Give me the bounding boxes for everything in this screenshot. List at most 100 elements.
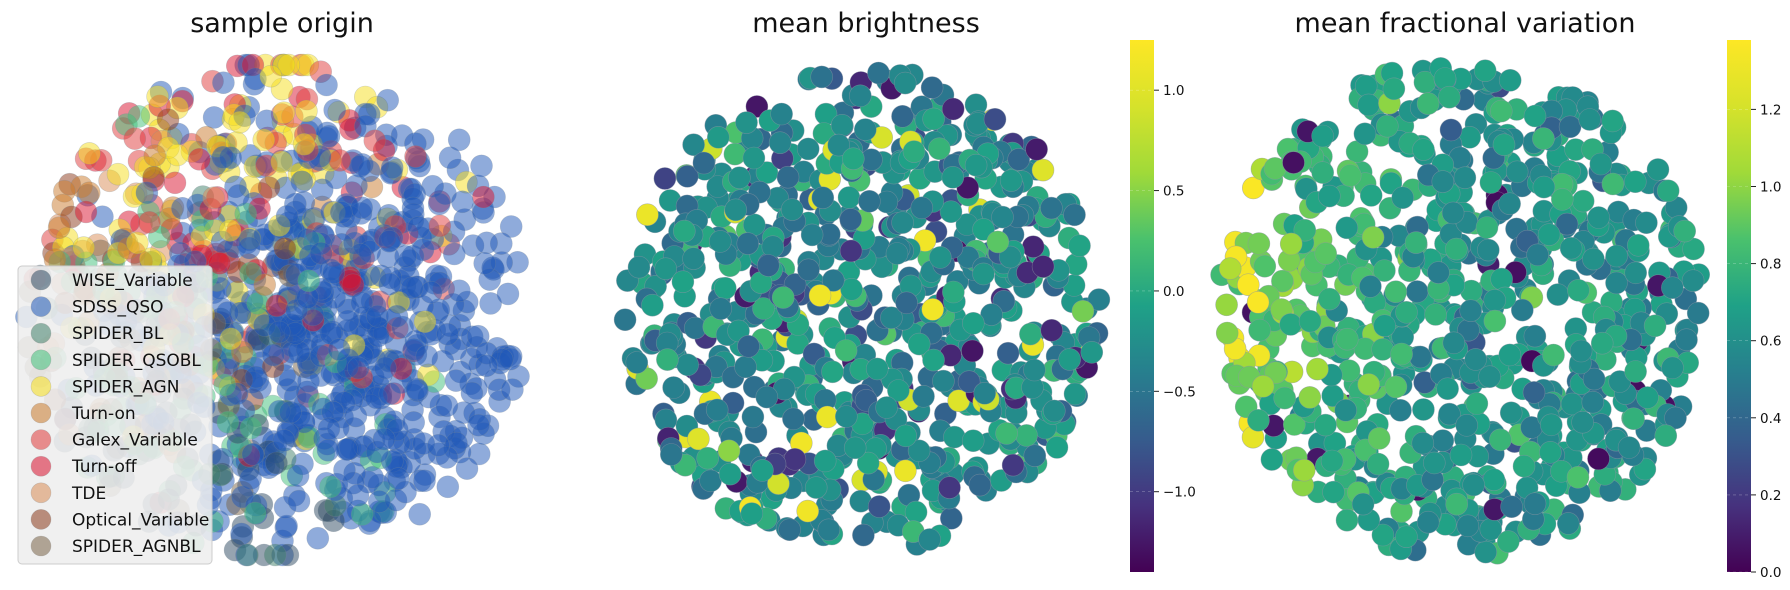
colorbar-mean-fractional-variation: 1.2 1.0 0.8 0.6 0.4 0.2 0.0 xyxy=(1727,40,1781,581)
scatter-point xyxy=(1373,314,1396,338)
scatter-point xyxy=(1617,436,1641,459)
scatter-point xyxy=(742,146,766,170)
scatter-point xyxy=(1433,67,1457,90)
scatter-point xyxy=(317,417,341,441)
scatter-point xyxy=(1031,255,1055,278)
scatter-point xyxy=(257,176,281,199)
scatter-point xyxy=(1424,303,1447,326)
scatter-point xyxy=(1478,365,1501,389)
scatter-point xyxy=(1335,508,1359,532)
scatter-point xyxy=(1306,357,1329,381)
scatter-point xyxy=(1314,242,1337,265)
scatter-point xyxy=(372,427,396,451)
scatter-point xyxy=(1449,443,1473,467)
scatter-point xyxy=(295,99,318,123)
scatter-point xyxy=(1247,232,1271,255)
scatter-point xyxy=(1601,172,1625,196)
scatter-point xyxy=(106,162,130,186)
scatter-point xyxy=(902,140,926,163)
scatter-point xyxy=(1215,293,1238,317)
scatter-point xyxy=(1498,192,1521,215)
scatter-point xyxy=(265,451,288,475)
scatter-point xyxy=(470,154,493,178)
scatter-point xyxy=(810,65,834,89)
scatter-point xyxy=(1260,448,1284,471)
panel-title-mean-brightness: mean brightness xyxy=(752,8,980,39)
scatter-point xyxy=(329,201,353,224)
scatter-point xyxy=(1636,386,1659,409)
scatter-point xyxy=(1218,257,1242,280)
scatter-point xyxy=(1390,342,1413,366)
scatter-point xyxy=(1483,309,1507,333)
scatter-point xyxy=(891,211,914,234)
scatter-point xyxy=(662,376,685,399)
scatter-point xyxy=(782,407,805,431)
scatter-point xyxy=(941,166,965,189)
scatter-point xyxy=(1246,290,1270,314)
scatter-point xyxy=(455,457,479,480)
legend-label: SPIDER_AGNBL xyxy=(72,537,201,557)
scatter-point xyxy=(333,458,356,482)
scatter-point xyxy=(1357,93,1380,117)
scatter-point xyxy=(1040,196,1063,220)
scatter-point xyxy=(1505,160,1529,184)
scatter-point xyxy=(1661,276,1684,300)
scatter-point xyxy=(770,102,793,126)
scatter-point xyxy=(1063,203,1086,227)
legend-label: WISE_Variable xyxy=(72,271,193,291)
scatter-point xyxy=(1605,244,1628,268)
scatter-point xyxy=(941,97,965,121)
scatter-point xyxy=(1298,309,1322,333)
scatter-point xyxy=(405,377,429,401)
scatter-point xyxy=(1559,236,1583,260)
scatter-point xyxy=(277,53,301,77)
scatter-point xyxy=(1483,289,1506,312)
scatter-point xyxy=(1499,401,1523,425)
scatter-point xyxy=(840,277,863,301)
scatter-point xyxy=(717,439,741,463)
scatter-point xyxy=(428,214,452,238)
scatter-point xyxy=(1453,166,1477,189)
scatter-point xyxy=(126,231,149,255)
legend-marker xyxy=(30,429,52,450)
scatter-point xyxy=(1681,269,1705,293)
scatter-point xyxy=(327,338,351,361)
scatter-point xyxy=(755,385,779,409)
legend: WISE_Variable SDSS_QSO SPIDER_BL SPIDER_QSO… xyxy=(17,265,213,565)
scatter-point xyxy=(961,311,985,335)
scatter-point xyxy=(796,499,820,523)
scatter-point xyxy=(380,156,404,179)
scatter-point xyxy=(270,150,293,174)
scatter-point xyxy=(239,416,263,440)
colorbar-gradient xyxy=(1130,40,1154,572)
scatter-point xyxy=(1251,374,1275,398)
scatter-point xyxy=(771,286,795,309)
scatter-point xyxy=(1442,331,1466,355)
scatter-point xyxy=(287,489,311,513)
scatter-point xyxy=(1376,114,1399,138)
scatter-point xyxy=(1537,223,1561,246)
scatter-point xyxy=(344,404,368,428)
scatter-point xyxy=(1359,184,1383,207)
legend-label: Turn-off xyxy=(71,457,138,477)
scatter-point xyxy=(1273,386,1296,410)
legend-marker xyxy=(30,402,52,424)
scatter-point xyxy=(682,133,705,156)
scatter-point xyxy=(841,147,865,170)
scatter-point xyxy=(813,449,837,473)
scatter-point xyxy=(1601,109,1624,133)
scatter-point xyxy=(72,236,95,259)
scatter-point xyxy=(472,185,495,209)
scatter-point xyxy=(780,198,804,221)
scatter-point xyxy=(718,462,742,486)
scatter-point xyxy=(387,467,410,490)
scatter-point xyxy=(1587,447,1610,471)
panel-title-mean-fractional-variation: mean fractional variation xyxy=(1295,8,1636,39)
scatter-point xyxy=(1436,377,1459,401)
scatter-point xyxy=(1473,59,1497,82)
scatter-point xyxy=(692,151,716,175)
scatter-point xyxy=(1019,322,1042,346)
scatter-point xyxy=(265,294,289,318)
scatter-point xyxy=(672,219,696,243)
